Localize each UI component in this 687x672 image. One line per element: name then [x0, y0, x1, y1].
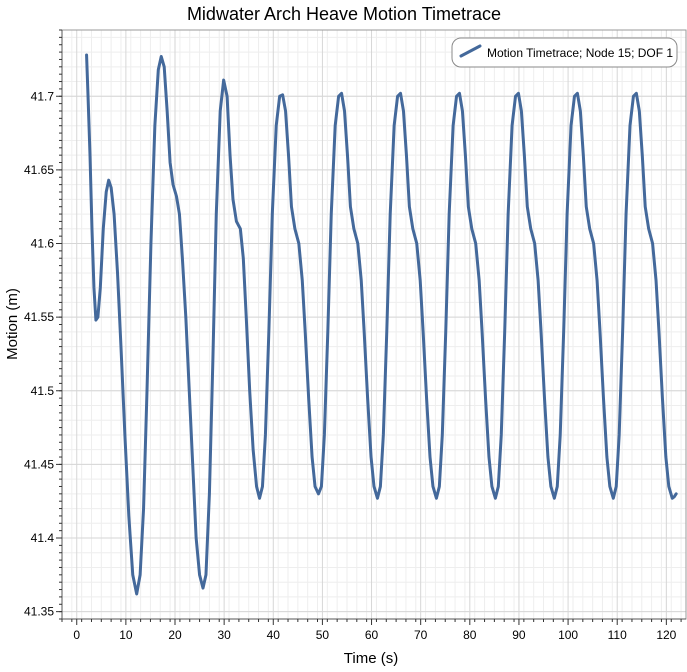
x-tick-label: 40	[267, 628, 281, 642]
legend: Motion Timetrace; Node 15; DOF 1	[451, 37, 678, 68]
x-axis-label: Time (s)	[344, 650, 398, 667]
axes: 0 10 20 30 40 50 60 70 80 90 100 110 120 41.35 41.4 41.…	[24, 29, 686, 642]
x-tick-label: 60	[365, 628, 379, 642]
x-tick-label: 100	[558, 628, 578, 642]
y-tick-label: 41.6	[31, 237, 55, 251]
grid	[61, 30, 686, 619]
y-tick-label: 41.65	[24, 163, 54, 177]
y-tick-label: 41.55	[24, 310, 54, 324]
y-tick-label: 41.7	[31, 89, 55, 103]
x-tick-label: 30	[217, 628, 231, 642]
legend-swatch	[459, 44, 482, 58]
x-tick-label: 10	[119, 628, 133, 642]
y-tick-label: 41.4	[31, 531, 55, 545]
y-tick-label: 41.5	[31, 384, 55, 398]
x-tick-label: 70	[414, 628, 428, 642]
x-tick-label: 80	[463, 628, 477, 642]
legend-box	[451, 37, 678, 68]
x-tick-label: 20	[168, 628, 182, 642]
y-tick-label: 41.45	[24, 457, 54, 471]
x-tick-label: 120	[656, 628, 676, 642]
x-tick-label: 90	[512, 628, 526, 642]
series-line-motion-timetrace	[85, 53, 678, 596]
y-axis-label: Motion (m)	[4, 288, 21, 360]
x-tick-label: 0	[73, 628, 80, 642]
x-tick-label: 110	[608, 628, 627, 642]
chart-title: Midwater Arch Heave Motion Timetrace	[187, 4, 501, 24]
x-tick-label: 50	[316, 628, 330, 642]
y-tick-label: 41.35	[24, 605, 54, 619]
legend-label: Motion Timetrace; Node 15; DOF 1	[487, 46, 673, 60]
